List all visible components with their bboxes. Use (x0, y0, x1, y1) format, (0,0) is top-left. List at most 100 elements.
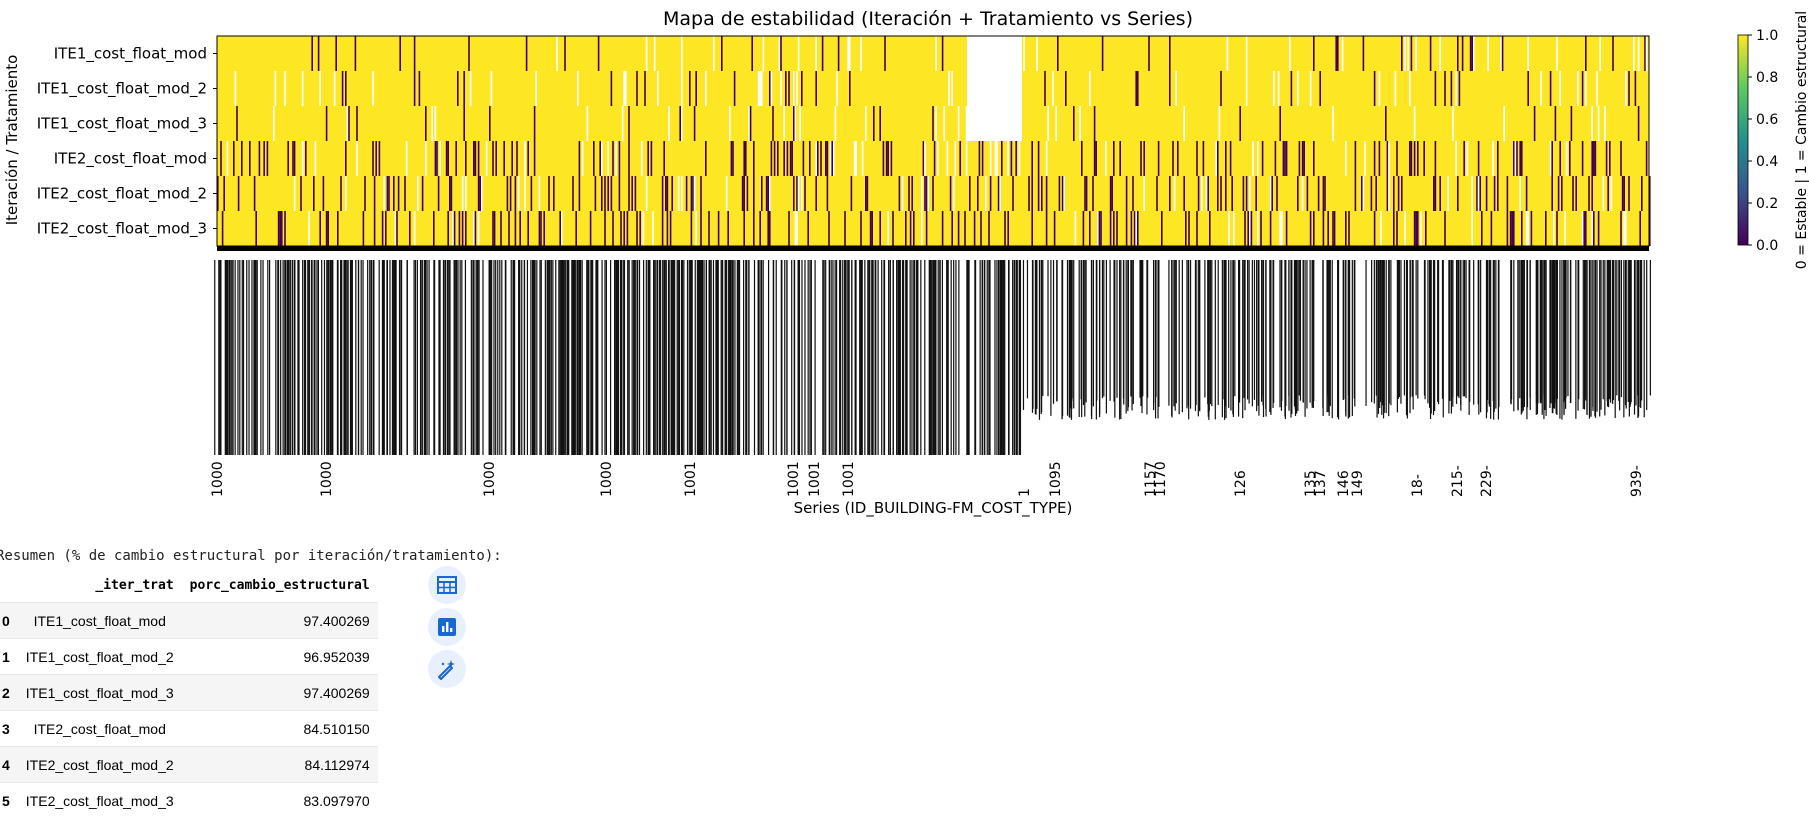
heat-cell (831, 141, 833, 176)
heat-cell (1425, 211, 1427, 246)
heat-cell (1609, 141, 1611, 176)
heat-cell (1531, 211, 1533, 246)
x-tick-label-mass (1522, 260, 1523, 413)
heat-cell-empty (705, 71, 707, 106)
heat-cell-empty (486, 141, 488, 176)
x-tick-label-mass (893, 260, 894, 455)
suggest-chart-button[interactable] (428, 608, 466, 646)
x-tick-label-mass (695, 260, 696, 455)
x-tick-label-mass (434, 260, 435, 455)
convert-to-table-button[interactable] (428, 566, 466, 604)
x-tick-label-mass (679, 260, 680, 455)
x-tick-label-mass (1131, 260, 1132, 411)
x-tick-label: 1000 (319, 461, 335, 497)
x-tick-label-mass (1619, 260, 1620, 410)
x-tick-label-mass (324, 260, 325, 455)
x-tick-label-mass (289, 260, 290, 455)
x-tick-label-mass (1635, 260, 1636, 406)
x-tick-label-mass (219, 260, 220, 455)
x-tick-label-mass (907, 260, 908, 455)
x-tick-label-mass (888, 260, 889, 455)
heat-cell-empty (1625, 211, 1627, 246)
x-tick-label-mass (1042, 260, 1043, 396)
heat-cell (1031, 211, 1033, 246)
heat-cell (1478, 141, 1480, 176)
heat-cell-empty (1302, 176, 1304, 211)
x-axis-label: Series (ID_BUILDING-FM_COST_TYPE) (794, 499, 1073, 518)
heat-cell (631, 176, 633, 211)
x-tick-label-mass (1039, 260, 1040, 420)
heat-cell-empty (1257, 141, 1259, 176)
heat-cell (1374, 71, 1376, 106)
heat-cell-empty (646, 36, 648, 71)
heat-cell (1231, 176, 1233, 211)
heat-cell (1534, 106, 1536, 141)
heat-cell-empty (921, 211, 923, 246)
heat-cell-empty (713, 36, 715, 71)
heat-cell-empty (729, 106, 731, 141)
heat-cell-empty (1420, 211, 1422, 246)
heat-cell (254, 176, 256, 211)
x-tick-label-mass (1218, 260, 1219, 405)
heat-cell (1279, 106, 1281, 141)
heat-cell (599, 141, 601, 176)
x-tick-label-mass (721, 260, 722, 455)
x-tick-label-mass (801, 260, 802, 455)
x-tick-label-mass (610, 260, 611, 455)
x-tick-label-mass (1458, 260, 1459, 398)
x-tick-label-mass (1099, 260, 1100, 417)
porc-cell: 84.510150 (182, 711, 378, 747)
x-tick-label-mass (257, 260, 258, 455)
heat-cell (1374, 211, 1376, 246)
x-tick-label-mass (643, 260, 644, 455)
heat-cell-empty (1467, 141, 1469, 176)
heat-cell-empty (623, 71, 625, 106)
heat-cell-empty (294, 176, 296, 211)
x-tick-label-mass (1473, 260, 1474, 405)
x-tick-label-mass (345, 260, 346, 455)
heat-cell (284, 211, 286, 246)
x-tick-label-mass (713, 260, 714, 455)
x-tick-label-mass (1306, 260, 1307, 408)
heat-cell-empty (990, 141, 992, 176)
heat-cell-empty (524, 176, 526, 211)
x-tick-label-mass (604, 260, 605, 455)
x-tick-label-mass (302, 260, 303, 455)
x-tick-label: 1001 (683, 461, 699, 497)
heat-cell-empty (1019, 141, 1021, 176)
x-tick-label-mass (424, 260, 425, 455)
generate-code-button[interactable] (428, 650, 466, 688)
row-index: 0 (0, 603, 18, 639)
x-tick-label-mass (1570, 260, 1571, 403)
heat-cell (500, 211, 502, 246)
heat-cell (526, 36, 528, 71)
heat-cell (447, 211, 449, 246)
heat-cell (923, 141, 925, 176)
heat-cell (1585, 36, 1587, 71)
heat-cell-empty (996, 141, 998, 176)
x-tick-label-mass (674, 260, 675, 455)
x-tick-label-mass (1376, 260, 1377, 418)
iter-trat-cell: ITE2_cost_float_mod (18, 711, 182, 747)
heat-cell (1313, 141, 1315, 176)
colorbar-tick-label: 0.4 (1756, 154, 1778, 170)
heat-cell (1591, 176, 1593, 211)
heat-cell (1507, 176, 1509, 211)
x-tick-label-mass (1417, 260, 1418, 399)
row-labels: ITE1_cost_float_modITE1_cost_float_mod_2… (37, 45, 217, 239)
x-tick-label-mass (493, 260, 494, 455)
heat-cell-empty (1047, 106, 1049, 141)
x-tick-label-mass (1390, 260, 1391, 405)
heat-cell (575, 211, 577, 246)
x-tick-label-mass (996, 260, 997, 455)
summary-text: Resumen (% de cambio estructural por ite… (0, 548, 502, 564)
heat-cell (662, 211, 664, 246)
x-tick-label-mass (1073, 260, 1074, 408)
row-index: 5 (0, 783, 18, 818)
heat-cell (732, 141, 734, 176)
heat-cell (801, 71, 803, 106)
heat-cell-empty (1409, 71, 1411, 106)
x-tick-label-mass (399, 260, 400, 455)
heat-cell-empty (607, 141, 609, 176)
heat-cell (809, 141, 811, 176)
